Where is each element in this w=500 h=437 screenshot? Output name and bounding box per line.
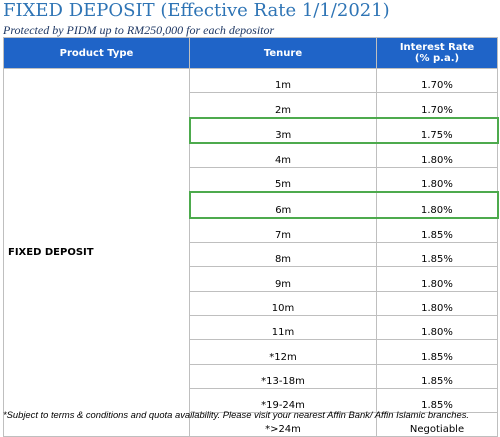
tenure-cell: 3m (188, 116, 377, 144)
interest-rate-cell: 1.85% (376, 339, 498, 365)
interest-rate-cell: 1.80% (376, 191, 499, 219)
header-product-type: Product Type (3, 37, 190, 69)
header-interest-rate-unit: (% p.a.) (414, 53, 460, 64)
table-row: *19-24m 1.85% (4, 387, 498, 414)
tenure-cell: 7m (189, 217, 377, 244)
tenure-cell: 5m (189, 167, 377, 193)
table-row: 6m 1.80% (4, 191, 499, 219)
interest-rate-cell: 1.85% (376, 217, 498, 244)
tenure-cell: *13-18m (189, 363, 377, 389)
table-row: 3m 1.75% (4, 116, 499, 144)
tenure-cell: 6m (188, 191, 377, 219)
tenure-cell: 8m (189, 242, 377, 268)
page-subtitle: Protected by PIDM up to RM250,000 for ea… (3, 23, 275, 37)
interest-rate-cell: 1.80% (376, 314, 498, 341)
table-row: 10m 1.80% (4, 290, 498, 316)
interest-rate-cell: 1.80% (376, 290, 498, 316)
table-body: FIXED DEPOSIT 1m 1.70% 2m 1.70% 3m 1.75% 4m 1.80… (3, 67, 499, 437)
interest-rate-cell: 1.85% (376, 387, 498, 414)
table-row: 8m 1.85% (4, 242, 498, 268)
tenure-cell: *12m (189, 339, 377, 365)
table-row: FIXED DEPOSIT 1m 1.70% (3, 67, 498, 437)
tenure-cell: 10m (189, 290, 377, 316)
interest-rate-cell: 1.80% (376, 167, 498, 193)
header-interest-rate-label: Interest Rate (399, 42, 475, 53)
tenure-cell: 4m (189, 142, 377, 169)
table-row: *12m 1.85% (4, 339, 498, 365)
interest-rate-cell: 1.70% (376, 67, 498, 94)
tenure-cell: *19-24m (189, 387, 377, 414)
table-row: *13-18m 1.85% (4, 363, 498, 389)
interest-rate-cell: 1.70% (376, 92, 498, 119)
footnote: *Subject to terms & conditions and quota… (3, 409, 470, 420)
tenure-cell: 1m (189, 67, 377, 94)
interest-rate-cell: 1.85% (376, 363, 498, 389)
interest-rate-cell: 1.80% (376, 266, 498, 292)
table-row: 9m 1.80% (4, 266, 498, 292)
header-tenure: Tenure (189, 37, 377, 69)
product-type-cell: FIXED DEPOSIT (3, 67, 190, 437)
table-header-row: Product Type Tenure Interest Rate (% p.a… (3, 37, 498, 69)
fixed-deposit-rates-table: Product Type Tenure Interest Rate (% p.a… (3, 37, 499, 437)
header-interest-rate: Interest Rate (% p.a.) (376, 37, 498, 69)
interest-rate-cell: 1.80% (376, 142, 498, 169)
table-row: 11m 1.80% (4, 314, 498, 341)
table-row: 4m 1.80% (4, 142, 498, 169)
tenure-cell: 9m (189, 266, 377, 292)
tenure-cell: 11m (189, 314, 377, 341)
tenure-cell: 2m (189, 92, 377, 119)
interest-rate-cell: 1.85% (376, 242, 498, 268)
page-title: FIXED DEPOSIT (Effective Rate 1/1/2021) (3, 0, 390, 21)
interest-rate-cell: 1.75% (376, 116, 499, 144)
